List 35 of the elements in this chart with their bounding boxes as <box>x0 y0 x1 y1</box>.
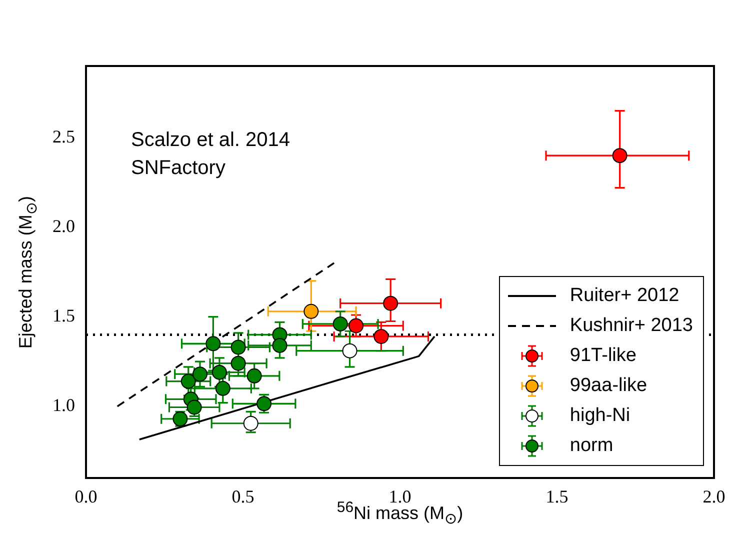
point <box>180 374 196 389</box>
point <box>332 316 348 332</box>
point <box>230 340 246 355</box>
point <box>212 364 227 380</box>
point <box>215 380 230 396</box>
legend-label: Kushnir+ 2013 <box>570 315 693 337</box>
y-tick-label: 2.0 <box>52 216 75 236</box>
y-tick-label: 1.5 <box>52 306 75 326</box>
point <box>342 343 358 358</box>
x-tick-label: 2.0 <box>702 486 726 507</box>
legend-label: 91T-like <box>570 345 636 367</box>
annotation: Scalzo et al. 2014 <box>131 128 290 153</box>
legend-label: 99aa-like <box>570 375 648 397</box>
point <box>243 416 258 431</box>
point <box>186 400 202 415</box>
point <box>383 296 398 311</box>
point <box>230 356 246 371</box>
legend-label: Ruiter+ 2012 <box>570 285 680 307</box>
point <box>246 368 262 384</box>
x-tick-label: 0.0 <box>74 486 98 507</box>
legend-label: norm <box>570 435 614 457</box>
y-tick-label: 2.5 <box>52 126 75 146</box>
point <box>374 328 389 344</box>
legend-label: high-Ni <box>570 405 630 427</box>
point <box>206 336 221 352</box>
point <box>304 304 319 319</box>
point <box>256 396 272 412</box>
x-tick-label: 0.5 <box>232 486 254 507</box>
point <box>612 148 628 164</box>
x-tick-label: 1.5 <box>546 486 568 507</box>
point <box>192 366 208 382</box>
point <box>348 318 364 334</box>
point <box>272 338 288 353</box>
annotation: SNFactory <box>131 156 226 181</box>
y-tick-label: 1.0 <box>52 395 75 416</box>
